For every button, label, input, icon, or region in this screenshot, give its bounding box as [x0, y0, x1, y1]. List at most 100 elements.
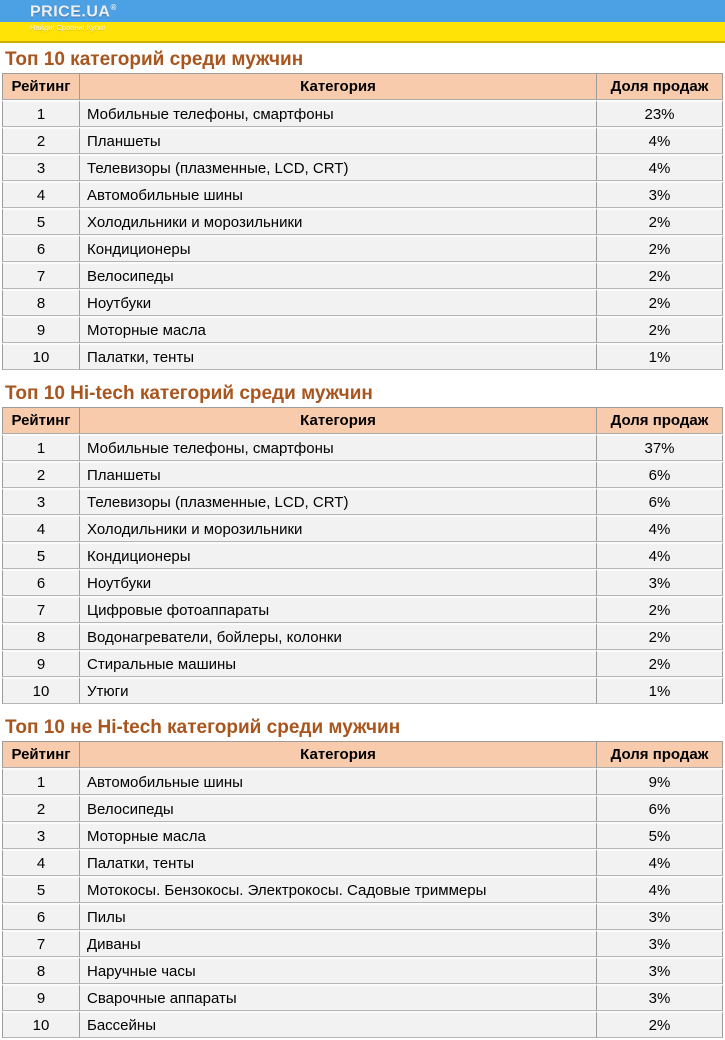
- rank-cell: 9: [2, 984, 80, 1011]
- category-cell: Мобильные телефоны, смартфоны: [80, 434, 597, 461]
- table-row: 4 Палатки, тенты 4%: [2, 849, 723, 876]
- table-row: 2 Планшеты 6%: [2, 461, 723, 488]
- table-row: 5 Холодильники и морозильники 2%: [2, 208, 723, 235]
- table-row: 10 Бассейны 2%: [2, 1011, 723, 1038]
- column-header-category: Категория: [80, 741, 597, 768]
- category-cell: Моторные масла: [80, 316, 597, 343]
- table-row: 1 Автомобильные шины 9%: [2, 768, 723, 795]
- section-top10-all: Топ 10 категорий среди мужчин Рейтинг Ка…: [2, 49, 723, 370]
- column-header-category: Категория: [80, 73, 597, 100]
- share-cell: 6%: [597, 488, 723, 515]
- category-cell: Утюги: [80, 677, 597, 704]
- table-row: 10 Утюги 1%: [2, 677, 723, 704]
- category-cell: Сварочные аппараты: [80, 984, 597, 1011]
- table-row: 6 Ноутбуки 3%: [2, 569, 723, 596]
- rank-cell: 7: [2, 596, 80, 623]
- share-cell: 2%: [597, 208, 723, 235]
- rank-cell: 1: [2, 768, 80, 795]
- rank-cell: 2: [2, 127, 80, 154]
- category-cell: Планшеты: [80, 461, 597, 488]
- category-cell: Водонагреватели, бойлеры, колонки: [80, 623, 597, 650]
- share-cell: 1%: [597, 343, 723, 370]
- share-cell: 3%: [597, 957, 723, 984]
- ranking-table: Рейтинг Категория Доля продаж 1 Автомобил…: [2, 741, 723, 1038]
- table-row: 8 Ноутбуки 2%: [2, 289, 723, 316]
- table-title: Топ 10 не Hi-tech категорий среди мужчин: [5, 717, 401, 738]
- share-cell: 4%: [597, 876, 723, 903]
- share-cell: 3%: [597, 984, 723, 1011]
- table-row: 4 Холодильники и морозильники 4%: [2, 515, 723, 542]
- share-cell: 3%: [597, 569, 723, 596]
- share-cell: 2%: [597, 316, 723, 343]
- rank-cell: 4: [2, 849, 80, 876]
- column-header-share: Доля продаж: [597, 407, 723, 434]
- rank-cell: 2: [2, 795, 80, 822]
- rank-cell: 10: [2, 343, 80, 370]
- rank-cell: 10: [2, 677, 80, 704]
- table-row: 9 Моторные масла 2%: [2, 316, 723, 343]
- rank-cell: 9: [2, 650, 80, 677]
- category-cell: Палатки, тенты: [80, 849, 597, 876]
- column-header-category: Категория: [80, 407, 597, 434]
- category-cell: Стиральные машины: [80, 650, 597, 677]
- rank-cell: 3: [2, 154, 80, 181]
- share-cell: 4%: [597, 849, 723, 876]
- table-row: 5 Мотокосы. Бензокосы. Электрокосы. Садов…: [2, 876, 723, 903]
- category-cell: Холодильники и морозильники: [80, 515, 597, 542]
- table-row: 8 Наручные часы 3%: [2, 957, 723, 984]
- rank-cell: 6: [2, 235, 80, 262]
- table-row: 2 Велосипеды 6%: [2, 795, 723, 822]
- table-row: 3 Телевизоры (плазменные, LCD, CRT) 6%: [2, 488, 723, 515]
- rank-cell: 9: [2, 316, 80, 343]
- share-cell: 6%: [597, 461, 723, 488]
- rank-cell: 5: [2, 542, 80, 569]
- table-row: 3 Моторные масла 5%: [2, 822, 723, 849]
- category-cell: Автомобильные шины: [80, 181, 597, 208]
- table-row: 8 Водонагреватели, бойлеры, колонки 2%: [2, 623, 723, 650]
- table-row: 4 Автомобильные шины 3%: [2, 181, 723, 208]
- report-content: Топ 10 категорий среди мужчин Рейтинг Ка…: [0, 49, 725, 1038]
- rank-cell: 6: [2, 903, 80, 930]
- column-header-share: Доля продаж: [597, 73, 723, 100]
- table-header-row: Рейтинг Категория Доля продаж: [2, 73, 723, 100]
- category-cell: Телевизоры (плазменные, LCD, CRT): [80, 488, 597, 515]
- category-cell: Мобильные телефоны, смартфоны: [80, 100, 597, 127]
- registered-trademark-icon: ®: [110, 3, 117, 12]
- rank-cell: 5: [2, 208, 80, 235]
- logo-tagline: Найди! Сравни! Купи!: [30, 23, 106, 33]
- banner-yellow-stripe: [0, 22, 725, 43]
- section-top10-hitech: Топ 10 Hi-tech категорий среди мужчин Ре…: [2, 383, 723, 704]
- share-cell: 6%: [597, 795, 723, 822]
- table-row: 7 Цифровые фотоаппараты 2%: [2, 596, 723, 623]
- rank-cell: 8: [2, 623, 80, 650]
- price-ua-logo: PRICE.UA® Найди! Сравни! Купи!: [30, 4, 116, 32]
- column-header-share: Доля продаж: [597, 741, 723, 768]
- share-cell: 37%: [597, 434, 723, 461]
- share-cell: 23%: [597, 100, 723, 127]
- category-cell: Ноутбуки: [80, 569, 597, 596]
- share-cell: 3%: [597, 181, 723, 208]
- table-title: Топ 10 Hi-tech категорий среди мужчин: [5, 383, 373, 404]
- table-row: 9 Сварочные аппараты 3%: [2, 984, 723, 1011]
- share-cell: 2%: [597, 1011, 723, 1038]
- rank-cell: 6: [2, 569, 80, 596]
- share-cell: 2%: [597, 623, 723, 650]
- table-row: 9 Стиральные машины 2%: [2, 650, 723, 677]
- share-cell: 3%: [597, 930, 723, 957]
- category-cell: Цифровые фотоаппараты: [80, 596, 597, 623]
- section-top10-non-hitech: Топ 10 не Hi-tech категорий среди мужчин…: [2, 717, 723, 1038]
- category-cell: Моторные масла: [80, 822, 597, 849]
- table-title: Топ 10 категорий среди мужчин: [5, 49, 304, 70]
- table-row: 3 Телевизоры (плазменные, LCD, CRT) 4%: [2, 154, 723, 181]
- category-cell: Автомобильные шины: [80, 768, 597, 795]
- category-cell: Пилы: [80, 903, 597, 930]
- table-row: 10 Палатки, тенты 1%: [2, 343, 723, 370]
- rank-cell: 2: [2, 461, 80, 488]
- share-cell: 2%: [597, 235, 723, 262]
- table-header-row: Рейтинг Категория Доля продаж: [2, 407, 723, 434]
- rank-cell: 8: [2, 957, 80, 984]
- rank-cell: 5: [2, 876, 80, 903]
- rank-cell: 4: [2, 515, 80, 542]
- share-cell: 5%: [597, 822, 723, 849]
- table-row: 7 Диваны 3%: [2, 930, 723, 957]
